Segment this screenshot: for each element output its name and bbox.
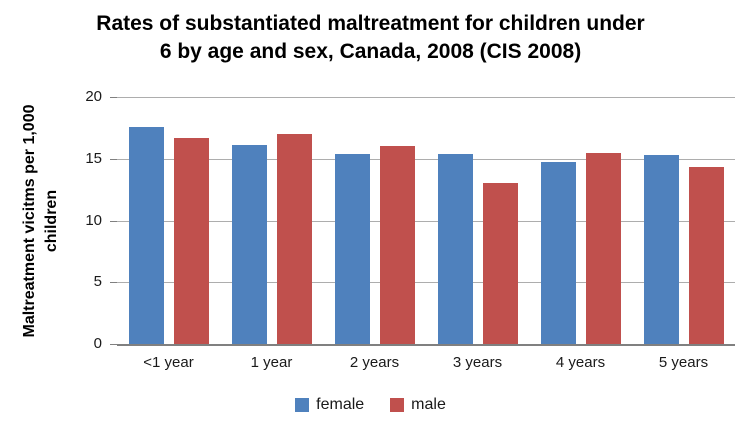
- bar-female--1-year: [128, 126, 164, 344]
- bar-groups: [117, 97, 735, 344]
- legend-label-female: female: [316, 396, 365, 413]
- bar-male-4-years: [585, 152, 621, 344]
- y-axis-tick-10: [110, 220, 117, 222]
- y-axis-tick-15: [110, 158, 117, 160]
- y-axis-tick-20: [110, 97, 117, 98]
- plot-area: 0 5 10 15 20: [85, 88, 735, 352]
- legend-item-female: female: [295, 396, 364, 414]
- bar-group-2-years: [323, 97, 426, 344]
- bar-group-4-years: [529, 97, 632, 344]
- bar-group--1-year: [117, 97, 220, 344]
- y-axis-tick-label-0: 0: [93, 335, 102, 352]
- x-axis-label-3-years: 3 years: [452, 354, 503, 371]
- bar-female-5-years: [643, 155, 679, 344]
- bar-group-5-years: [632, 97, 735, 344]
- bar-male-3-years: [482, 183, 518, 344]
- x-axis-label--1-year: <1 year: [143, 354, 194, 371]
- gridline-y-15: [117, 158, 735, 160]
- chart-title-line1: Rates of substantiated maltreatment for …: [96, 12, 645, 35]
- legend-swatch-female-icon: [295, 398, 310, 412]
- y-axis-tick-label-10: 10: [85, 211, 102, 229]
- y-axis-title: Maltreatment vicitms per 1,000 children: [16, 97, 66, 344]
- y-axis-tick-0: [110, 344, 117, 345]
- chart-title-line2: 6 by age and sex, Canada, 2008 (CIS 2008…: [159, 40, 582, 63]
- y-axis-tick-label-20: 20: [85, 88, 102, 105]
- y-axis-title-line2: children: [43, 189, 60, 252]
- legend: female male: [0, 396, 741, 414]
- bar-male--1-year: [173, 137, 209, 344]
- legend-swatch-male-icon: [390, 398, 405, 412]
- bar-female-3-years: [437, 153, 473, 344]
- bar-group-1-year: [220, 97, 323, 344]
- y-axis-tick-label-15: 15: [85, 149, 102, 167]
- y-axis-tick-label-5: 5: [93, 273, 102, 291]
- bar-male-5-years: [688, 167, 724, 344]
- bar-group-3-years: [426, 97, 529, 344]
- y-axis-tick-5: [110, 282, 117, 284]
- x-axis-label-4-years: 4 years: [555, 354, 606, 371]
- chart-title: Rates of substantiated maltreatment for …: [0, 10, 741, 66]
- gridline-y-10: [117, 220, 735, 222]
- bar-male-2-years: [379, 146, 415, 344]
- x-axis-label-1-year: 1 year: [250, 354, 293, 371]
- bar-female-1-year: [231, 145, 267, 344]
- gridline-y-20: [117, 97, 735, 98]
- x-axis-label-2-years: 2 years: [349, 354, 400, 371]
- x-axis-label-5-years: 5 years: [658, 354, 709, 371]
- bar-female-2-years: [334, 153, 370, 344]
- bar-female-4-years: [540, 162, 576, 344]
- bar-male-1-year: [276, 134, 312, 344]
- gridline-y-5: [117, 282, 735, 284]
- y-axis-title-line1: Maltreatment vicitms per 1,000: [21, 104, 38, 337]
- x-axis-labels: <1 year 1 year 2 years 3 years 4 years 5 year…: [117, 353, 735, 372]
- legend-label-male: male: [411, 396, 446, 413]
- y-axis-title-text: Maltreatment vicitms per 1,000 children: [19, 56, 63, 386]
- legend-item-male: male: [390, 396, 446, 414]
